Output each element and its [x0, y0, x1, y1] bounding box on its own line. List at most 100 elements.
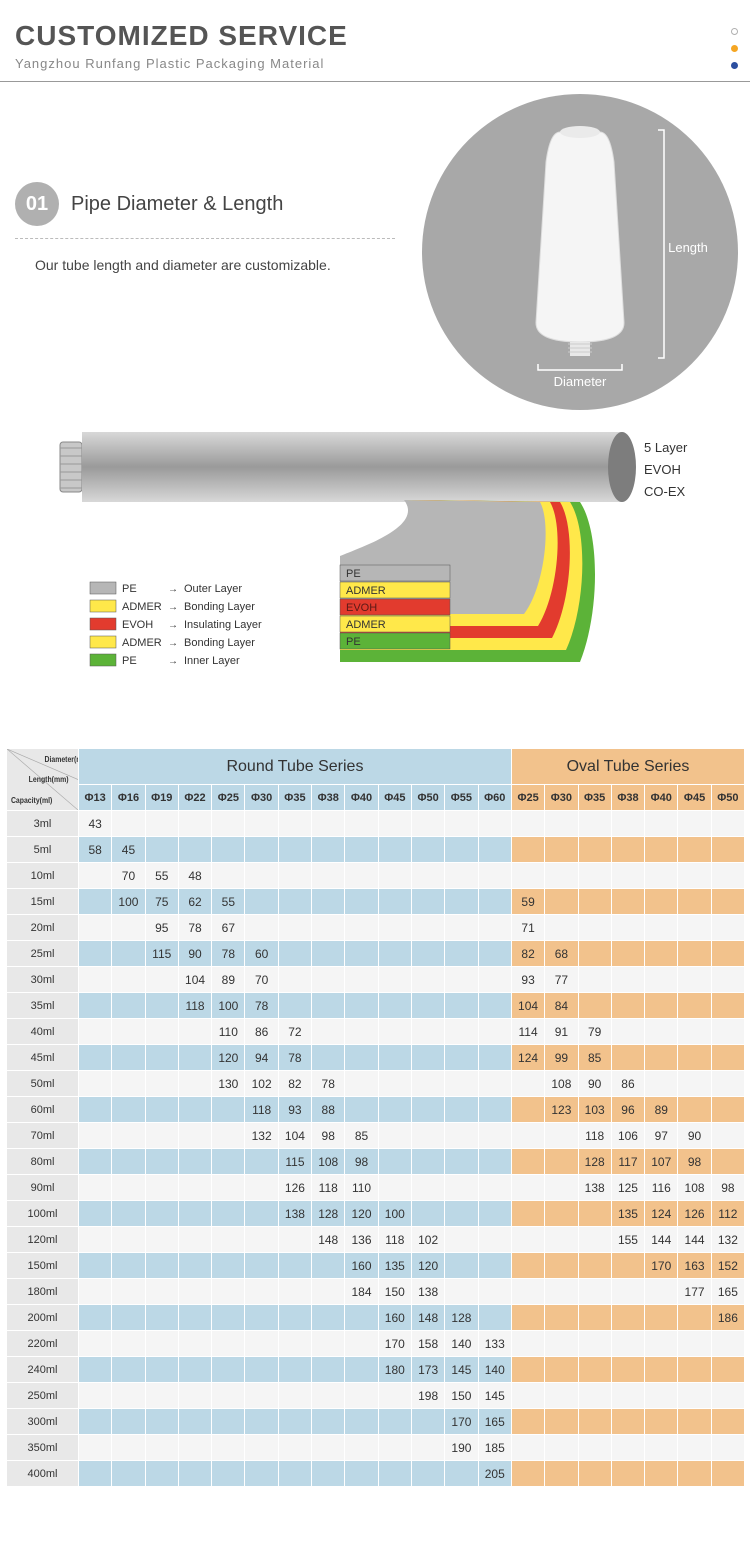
cell: [545, 1175, 578, 1201]
cell: 132: [711, 1227, 744, 1253]
cell: [79, 1331, 112, 1357]
cell: [711, 1331, 744, 1357]
cell: [411, 915, 444, 941]
cell: [145, 1227, 178, 1253]
svg-text:PE: PE: [346, 636, 361, 648]
cell: [445, 993, 478, 1019]
cell: [145, 993, 178, 1019]
cell: [112, 941, 145, 967]
cell: [112, 1227, 145, 1253]
cell: 120: [212, 1045, 245, 1071]
cell: [79, 1019, 112, 1045]
cell: [611, 941, 644, 967]
cell: [312, 967, 345, 993]
cell: 144: [645, 1227, 678, 1253]
cell: [578, 915, 611, 941]
cell: [445, 1227, 478, 1253]
cell: [145, 1357, 178, 1383]
cell: 100: [212, 993, 245, 1019]
cell: 118: [312, 1175, 345, 1201]
capacity-label: 400ml: [7, 1461, 79, 1487]
cell: [411, 1149, 444, 1175]
cell: 85: [578, 1045, 611, 1071]
cell: [511, 1383, 544, 1409]
cell: [378, 941, 411, 967]
cell: [145, 1331, 178, 1357]
col-header: Φ25: [511, 785, 544, 811]
cell: [345, 1019, 378, 1045]
cell: 158: [411, 1331, 444, 1357]
cell: 128: [312, 1201, 345, 1227]
cell: [79, 1435, 112, 1461]
cell: [112, 1435, 145, 1461]
section-number: 01: [15, 182, 59, 226]
cell: [212, 1253, 245, 1279]
cell: [411, 1045, 444, 1071]
cell: [578, 1357, 611, 1383]
cell: [711, 1019, 744, 1045]
page-title: CUSTOMIZED SERVICE: [15, 20, 735, 52]
cell: 86: [245, 1019, 278, 1045]
cell: [545, 1331, 578, 1357]
cell: [112, 811, 145, 837]
col-header: Φ38: [611, 785, 644, 811]
capacity-label: 30ml: [7, 967, 79, 993]
table-row: 45ml12094781249985: [7, 1045, 745, 1071]
cell: [711, 1123, 744, 1149]
cell: [611, 1305, 644, 1331]
cell: [678, 993, 711, 1019]
cell: [411, 941, 444, 967]
cell: [678, 1409, 711, 1435]
cell: 82: [278, 1071, 311, 1097]
cell: [145, 811, 178, 837]
cell: [112, 1461, 145, 1487]
cell: [345, 1045, 378, 1071]
cell: 100: [378, 1201, 411, 1227]
cell: [145, 1305, 178, 1331]
cell: [678, 967, 711, 993]
cell: 67: [212, 915, 245, 941]
cell: [578, 993, 611, 1019]
cell: [278, 863, 311, 889]
cell: [79, 863, 112, 889]
cell: [79, 1097, 112, 1123]
cell: 45: [112, 837, 145, 863]
cell: [79, 993, 112, 1019]
cell: [278, 1253, 311, 1279]
svg-text:→: →: [168, 656, 178, 667]
cell: [511, 863, 544, 889]
cell: [245, 811, 278, 837]
cell: [345, 1357, 378, 1383]
cell: [378, 1123, 411, 1149]
cell: 116: [645, 1175, 678, 1201]
cell: [312, 941, 345, 967]
table-row: 400ml205: [7, 1461, 745, 1487]
cell: [445, 967, 478, 993]
cell: [178, 837, 211, 863]
cell: [278, 837, 311, 863]
cell: 170: [378, 1331, 411, 1357]
cell: [112, 1149, 145, 1175]
cell: [345, 1097, 378, 1123]
cell: [545, 863, 578, 889]
cell: [411, 1409, 444, 1435]
cell: 78: [245, 993, 278, 1019]
cell: 98: [711, 1175, 744, 1201]
cell: 97: [645, 1123, 678, 1149]
cell: [578, 811, 611, 837]
cell: [312, 1253, 345, 1279]
cell: [178, 1383, 211, 1409]
table-corner: Diameter(mm) Length(mm) Capacity(ml): [7, 749, 79, 811]
cell: [79, 1071, 112, 1097]
capacity-label: 15ml: [7, 889, 79, 915]
cell: [345, 915, 378, 941]
cell: [245, 1227, 278, 1253]
layer-diagram: PEADMEREVOHADMERPE 5 LayerEVOHCO-EX PE→O…: [0, 402, 750, 742]
cell: [212, 863, 245, 889]
cell: [112, 1409, 145, 1435]
svg-text:EVOH: EVOH: [644, 462, 681, 477]
cell: [611, 1409, 644, 1435]
cell: [611, 915, 644, 941]
svg-text:→: →: [168, 584, 178, 595]
cell: [212, 811, 245, 837]
